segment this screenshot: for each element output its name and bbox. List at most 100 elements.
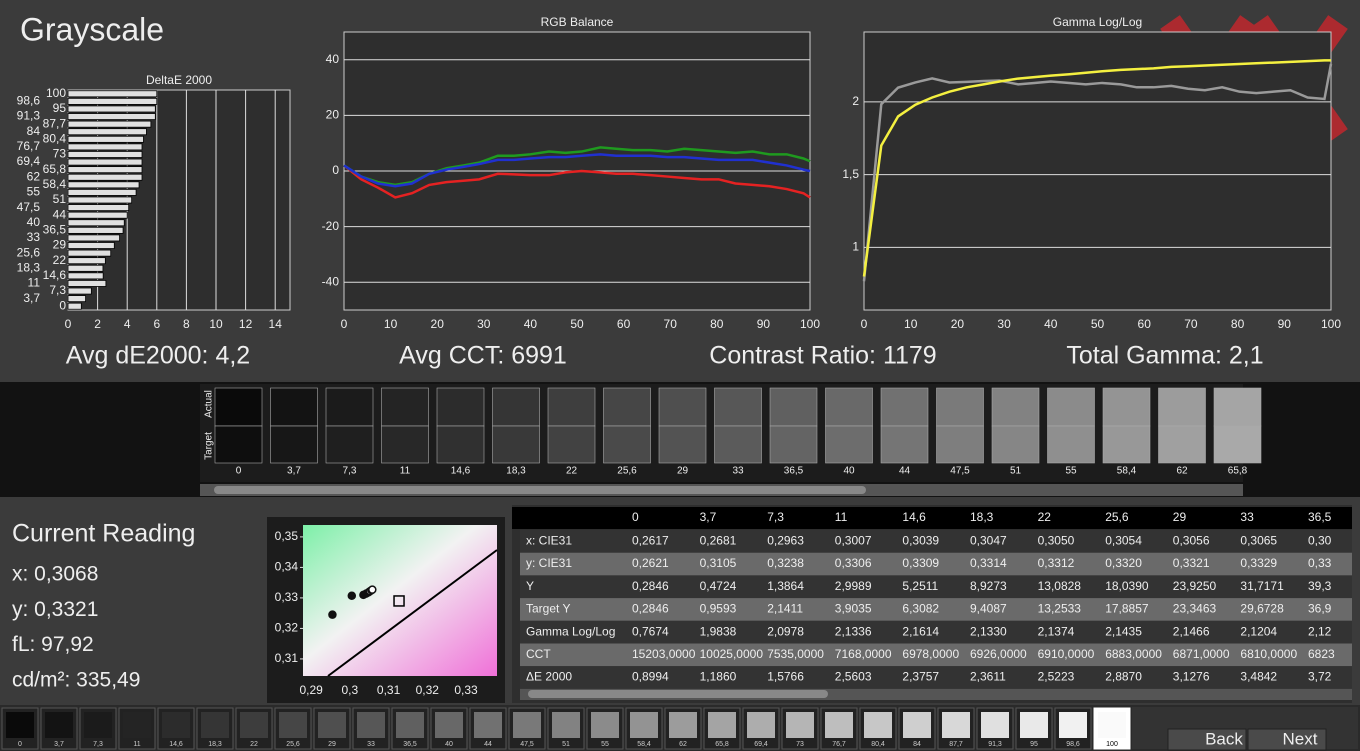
footer-swatch-color[interactable] bbox=[630, 712, 658, 738]
table-cell: 0,3238 bbox=[767, 556, 804, 570]
x-tick-label: 80 bbox=[710, 317, 724, 331]
footer-swatch-label: 91,3 bbox=[988, 741, 1002, 748]
table-cell: 2,1330 bbox=[970, 624, 1007, 638]
footer-swatch-color[interactable] bbox=[201, 712, 229, 738]
footer-swatch-color[interactable] bbox=[1059, 712, 1087, 738]
table-cell: 0,30 bbox=[1308, 533, 1332, 547]
series-line bbox=[343, 153, 811, 188]
y-tick-label: -20 bbox=[322, 219, 340, 233]
bar bbox=[67, 181, 140, 189]
row-label: Target bbox=[204, 432, 215, 460]
x-tick-label: 0 bbox=[341, 317, 348, 331]
footer-swatch-color[interactable] bbox=[123, 712, 151, 738]
bar bbox=[67, 219, 125, 227]
x-tick-label: 20 bbox=[431, 317, 445, 331]
actual-swatch bbox=[880, 387, 929, 427]
footer-swatch-color[interactable] bbox=[1098, 712, 1126, 738]
table-cell: 2,5223 bbox=[1038, 670, 1075, 684]
target-swatch bbox=[714, 425, 762, 464]
table-cell: 0,3007 bbox=[835, 533, 872, 547]
footer-swatch-color[interactable] bbox=[84, 712, 112, 738]
target-swatch bbox=[381, 425, 429, 464]
table-cell: 1,3864 bbox=[767, 579, 804, 593]
chart-title: Gamma Log/Log bbox=[1053, 15, 1142, 29]
bar bbox=[67, 105, 156, 113]
actual-swatch bbox=[1102, 387, 1151, 427]
table-cell: 3,4842 bbox=[1240, 670, 1277, 684]
table-header: 11 bbox=[835, 510, 848, 524]
footer-swatch-color[interactable] bbox=[474, 712, 502, 738]
bar bbox=[67, 151, 143, 158]
swatch-label: 62 bbox=[1176, 466, 1188, 477]
y-category-label: 11 bbox=[28, 276, 41, 290]
y-category-label: 14,6 bbox=[43, 268, 67, 282]
footer-swatch-label: 62 bbox=[679, 741, 687, 748]
row-header: ΔE 2000 bbox=[526, 670, 572, 684]
row-header: y: CIE31 bbox=[526, 556, 572, 570]
footer-swatch-label: 80,4 bbox=[871, 741, 885, 748]
row-header: Y bbox=[526, 579, 534, 593]
table-row bbox=[520, 530, 1352, 553]
x-tick-label: 10 bbox=[384, 317, 398, 331]
footer-swatch-color[interactable] bbox=[825, 712, 853, 738]
footer-swatch-label: 29 bbox=[328, 741, 336, 748]
actual-swatch bbox=[325, 387, 374, 427]
table-cell: 0,3314 bbox=[970, 556, 1007, 570]
x-tick-label: 90 bbox=[757, 317, 771, 331]
footer-swatch-color[interactable] bbox=[279, 712, 307, 738]
footer-swatch-color[interactable] bbox=[864, 712, 892, 738]
nav-button[interactable] bbox=[1247, 728, 1327, 751]
table-header: 29 bbox=[1173, 510, 1187, 524]
table-header: 3,7 bbox=[700, 510, 717, 524]
table: 0 3,7 7,3 11 14,6 18,3 22 25,6 29 33 36,5 x: CIE31 0… bbox=[520, 510, 1352, 689]
footer-swatch-color[interactable] bbox=[357, 712, 385, 738]
footer-swatch-color[interactable] bbox=[942, 712, 970, 738]
target-swatch bbox=[1102, 425, 1151, 464]
footer-swatch-color[interactable] bbox=[1020, 712, 1048, 738]
footer-swatch-color[interactable] bbox=[6, 712, 34, 738]
reading-line: fL: 97,92 bbox=[12, 633, 94, 656]
footer-swatch-color[interactable] bbox=[240, 712, 268, 738]
reading-line: x: 0,3068 bbox=[12, 563, 98, 586]
footer-swatch-color[interactable] bbox=[708, 712, 736, 738]
footer-swatch-color[interactable] bbox=[513, 712, 541, 738]
actual-swatch bbox=[547, 387, 596, 427]
footer-swatch-color[interactable] bbox=[396, 712, 424, 738]
footer-swatch-color[interactable] bbox=[162, 712, 190, 738]
plot-area bbox=[303, 525, 497, 676]
footer-swatch-color[interactable] bbox=[45, 712, 73, 738]
nav-button-label[interactable]: Back bbox=[1205, 729, 1243, 748]
footer-swatch-color[interactable] bbox=[747, 712, 775, 738]
footer-swatch-color[interactable] bbox=[903, 712, 931, 738]
x-tick-label: 30 bbox=[997, 317, 1011, 331]
x-tick-label: 40 bbox=[1044, 317, 1058, 331]
nav-button[interactable] bbox=[1167, 728, 1247, 751]
y-category-label: 47,5 bbox=[17, 200, 41, 214]
y-category-label: 0 bbox=[59, 298, 66, 312]
table-scroll-thumb[interactable] bbox=[528, 690, 828, 698]
table-cell: 2,0978 bbox=[767, 624, 804, 638]
table-row bbox=[520, 620, 1352, 644]
footer-swatch-color[interactable] bbox=[552, 712, 580, 738]
footer-swatch-color[interactable] bbox=[318, 712, 346, 738]
x-tick-label: 6 bbox=[153, 317, 160, 331]
chart: DeltaE 2000 0 2 4 6 8 10 12 14 100 98,6 95 91,387,78… bbox=[17, 73, 291, 331]
actual-swatch bbox=[436, 387, 485, 427]
footer-swatch-color[interactable] bbox=[591, 712, 619, 738]
footer-swatch-color[interactable] bbox=[669, 712, 697, 738]
actual-swatch bbox=[603, 387, 651, 427]
footer-swatch-color[interactable] bbox=[981, 712, 1009, 738]
point bbox=[328, 610, 337, 619]
nav-button-label[interactable]: Next bbox=[1283, 729, 1318, 748]
y-category-label: 76,7 bbox=[17, 139, 41, 153]
swatch-label: 51 bbox=[1010, 466, 1022, 477]
footer-swatch-color[interactable] bbox=[786, 712, 814, 738]
scroll-thumb[interactable] bbox=[214, 486, 866, 494]
table-row bbox=[520, 598, 1352, 621]
table-cell: 39,3 bbox=[1308, 579, 1332, 593]
swatch-label: 55 bbox=[1065, 466, 1077, 477]
y-category-label: 98,6 bbox=[17, 94, 41, 108]
bar bbox=[67, 120, 152, 128]
footer-swatch-color[interactable] bbox=[435, 712, 463, 738]
actual-swatch bbox=[769, 387, 818, 427]
